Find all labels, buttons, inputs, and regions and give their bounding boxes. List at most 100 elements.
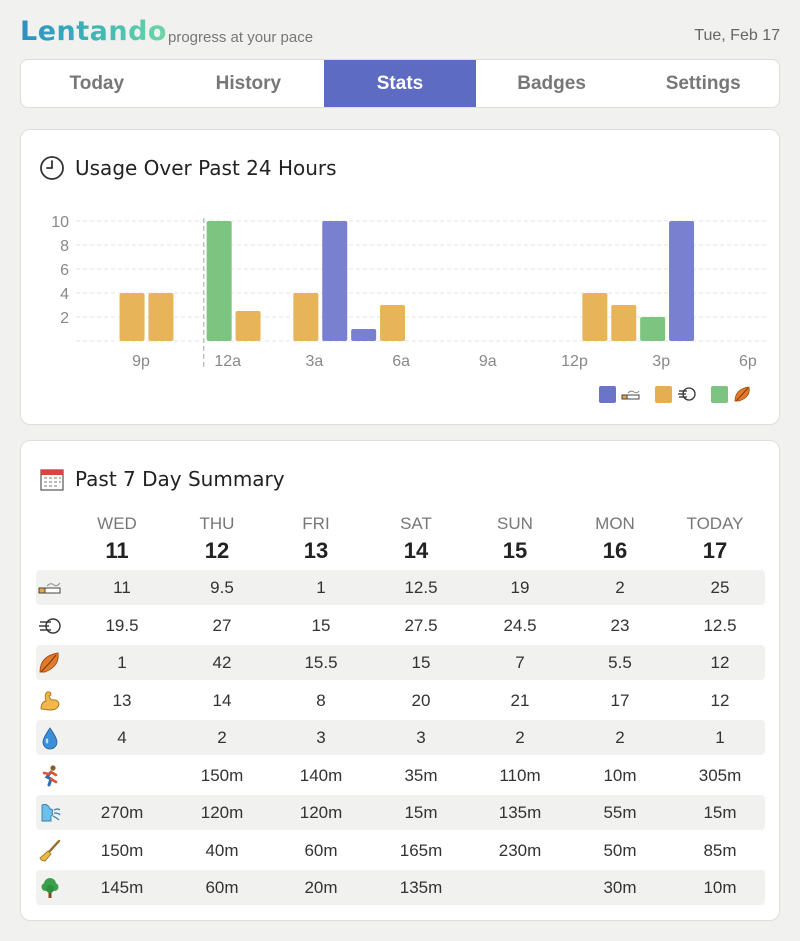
legend-vape[interactable] [655,385,697,403]
table-cell: 19.5 [105,615,139,635]
table-cell: 19 [510,578,530,597]
day-number: 14 [403,538,429,563]
table-cell: 55m [603,803,637,822]
day-number: 11 [105,538,129,563]
summary-card: Past 7 Day Summary WED 11 THU 12 FRI 13 SAT… [20,440,780,921]
bar-vape [148,293,174,341]
day-name: TODAY [686,514,744,533]
clock-icon [40,156,64,180]
x-tick-label: 6a [392,353,410,370]
day-number: 15 [502,538,528,563]
table-cell: 165m [399,840,443,860]
x-tick-label: 3p [652,353,670,370]
day-name: SUN [497,514,533,533]
x-tick-label: 9a [479,353,497,370]
app-logo[interactable]: Lentando [20,16,167,47]
cigarette-icon [621,390,640,400]
day-number: 17 [702,538,728,563]
legend-swatch-cigarette [599,385,616,403]
x-tick-label: 6p [739,353,757,370]
muscle-icon [40,690,60,710]
table-cell: 1 [715,728,725,747]
bar-cannabis [640,317,666,341]
day-name: SAT [400,514,432,533]
tab-today[interactable]: Today [69,72,125,94]
table-row: 150m 140m 35m 110m 10m 305m [36,758,765,793]
leaf-icon [39,652,59,673]
cigarette-icon [38,582,61,594]
app-header: Lentando progress at your pace Tue, Feb … [20,16,780,52]
table-row: 4 2 3 3 2 2 1 [36,720,765,755]
summary-rows: 11 9.5 1 12.5 19 2 25 19.5 27 15 27.5 24.5 23 12.5 1 42… [36,570,765,908]
table-cell: 25 [710,578,730,597]
bar-cannabis [206,221,232,341]
day-number: 16 [602,538,628,563]
table-cell: 12 [710,690,730,710]
tab-stats[interactable]: Stats [324,60,476,107]
bar-vape [293,293,319,341]
table-cell: 12.5 [404,578,438,597]
bar-vape [582,293,608,341]
tab-history[interactable]: History [215,72,282,94]
day-header: SUN 15 [465,514,565,564]
table-cell: 14 [212,690,232,710]
table-cell: 15.5 [304,653,338,672]
table-cell: 40m [205,840,239,860]
table-cell: 15 [311,615,331,635]
table-cell: 17 [610,690,630,710]
table-cell: 11 [113,578,131,597]
table-cell: 24.5 [503,615,537,635]
day-header: SAT 14 [366,514,466,564]
table-cell: 2 [217,728,227,747]
current-date: Tue, Feb 17 [694,27,780,44]
table-cell: 135m [498,803,542,822]
table-cell: 1 [117,653,127,672]
legend-cigarette[interactable] [599,385,641,403]
usage-chart-title: Usage Over Past 24 Hours [39,155,337,181]
table-row: 11 9.5 1 12.5 19 2 25 [36,570,765,605]
broom-icon [39,839,61,861]
table-cell: 12.5 [703,615,737,635]
table-cell: 15m [703,803,737,822]
day-name: WED [97,514,137,533]
table-cell: 30m [603,878,637,897]
table-cell: 10m [603,765,637,785]
x-tick-label: 9p [132,353,150,370]
usage-bar-chart: 2 4 6 8 10 9p 12a 3a 6a 9a 12p 3p 6p [51,214,766,370]
table-cell: 2 [615,578,625,597]
table-cell: 145m [100,878,144,897]
day-number: 13 [303,538,329,563]
day-name: FRI [302,514,330,533]
tab-settings[interactable]: Settings [665,72,741,94]
table-cell: 23 [610,615,630,635]
bar-cigarette [351,329,377,341]
table-cell: 140m [299,765,343,785]
bar-vape [235,311,261,341]
table-cell: 120m [200,803,244,822]
table-cell: 110m [499,765,541,785]
table-cell: 42 [212,653,232,672]
table-cell: 9.5 [210,578,234,597]
summary-title-text: Past 7 Day Summary [75,467,285,491]
tab-badges[interactable]: Badges [517,72,586,94]
bar-vape [611,305,637,341]
app-tagline: progress at your pace [168,29,314,46]
day-name: MON [595,514,635,533]
table-row: 19.5 27 15 27.5 24.5 23 12.5 [36,608,765,643]
table-cell: 15 [411,653,431,672]
table-cell: 2 [615,728,625,747]
legend-cannabis[interactable] [711,385,753,403]
table-cell: 85m [703,840,737,860]
table-cell: 1 [316,578,326,597]
table-cell: 35m [404,765,438,785]
day-header: MON 16 [565,514,665,564]
table-row: 13 14 8 20 21 17 12 [36,683,765,718]
tree-icon [41,878,59,898]
breathing-icon [41,804,61,822]
leaf-icon [734,386,750,402]
table-cell: 20m [304,878,338,897]
water-drop-icon [42,727,58,750]
tab-bar: Today History Stats Badges Settings [20,59,780,108]
x-tick-label: 3a [306,353,324,370]
table-cell: 120m [299,803,343,822]
